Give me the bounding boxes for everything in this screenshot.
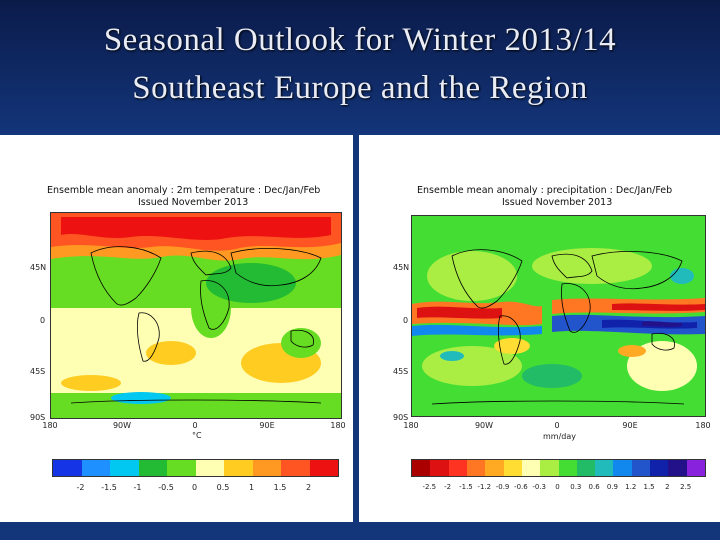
temp-lon-label-180e: 180 [330,421,346,430]
precip-lon-label-0: 0 [554,421,560,430]
precipitation-colorbar-label: -2 [444,483,452,491]
temperature-colorbar-swatch [81,460,110,476]
precipitation-colorbar-label: -2.5 [422,483,437,491]
precipitation-colorbar-swatch [686,460,705,476]
temp-lon-label-180w: 180 [42,421,58,430]
temperature-colorbar-label: -1.5 [101,483,117,492]
precip-lon-label-90e: 90E [622,421,638,430]
precipitation-colorbar-label: -0.9 [495,483,510,491]
temperature-colorbar-swatch [195,460,224,476]
precipitation-colorbar-label: -1.2 [477,483,492,491]
precip-lat-label-45n: 45N [393,263,410,272]
temperature-colorbar-label: 2 [305,483,312,492]
precip-unit-label: mm/day [543,432,576,441]
precipitation-map-title: Ensemble mean anomaly : precipitation : … [417,185,673,196]
precipitation-colorbar-swatch [485,460,504,476]
precipitation-panel: Ensemble mean anomaly : precipitation : … [359,135,720,522]
precipitation-colorbar-label: 0.3 [570,483,582,491]
temperature-panel: Ensemble mean anomaly : 2m temperature :… [0,135,353,522]
temp-lon-label-90w: 90W [112,421,132,430]
precipitation-anomaly-map [411,215,706,417]
temperature-colorbar-swatch [224,460,253,476]
precipitation-colorbar-swatch [521,460,541,476]
precip-lat-label-0: 0 [403,316,409,325]
temp-unit-label: °C [192,431,202,440]
temp-lat-label-45s: 45S [30,367,46,376]
precip-lat-label-45s: 45S [393,367,409,376]
temperature-map-graphic [51,213,341,418]
precipitation-colorbar-label: -1.5 [459,483,473,491]
temperature-colorbar-label: 0 [191,483,198,492]
temp-lat-label-90s: 90S [30,413,46,422]
temperature-colorbar-label: 1.5 [273,483,287,492]
precipitation-colorbar-swatch [412,460,431,476]
precipitation-colorbar-swatch [503,460,522,476]
slide-title-line2: Southeast Europe and the Region [132,70,588,106]
precipitation-colorbar-label: 0 [555,483,560,491]
temperature-colorbar-label: 1 [248,483,255,492]
precipitation-colorbar-swatch [595,460,614,476]
precipitation-colorbar-label: 2 [665,483,670,491]
slide-title-line1: Seasonal Outlook for Winter 2013/14 [103,22,617,58]
temp-lon-label-0: 0 [192,421,198,430]
precipitation-colorbar-label: -0.6 [514,483,528,491]
temperature-colorbar-swatch [281,460,310,476]
temperature-colorbar [52,459,339,477]
precipitation-map-graphic [412,216,705,416]
precipitation-colorbar-swatch [466,460,486,476]
temperature-map-title: Ensemble mean anomaly : 2m temperature :… [47,185,321,196]
precipitation-colorbar-label: 0.9 [606,483,619,491]
precipitation-colorbar-swatch [540,460,559,476]
precipitation-colorbar-swatch [613,460,632,476]
temperature-colorbar-label: 0.5 [216,483,230,492]
precipitation-colorbar-label: 0.6 [588,483,600,491]
temperature-colorbar-swatch [110,460,139,476]
temperature-colorbar-swatch [252,460,281,476]
precipitation-colorbar-swatch [430,460,449,476]
precip-lon-label-180e: 180 [695,421,711,430]
temperature-map-issued: Issued November 2013 [138,197,249,208]
precip-lon-label-180w: 180 [403,421,419,430]
temperature-colorbar-swatch [138,460,167,476]
precipitation-colorbar-swatch [668,460,687,476]
precip-lon-label-90w: 90W [474,421,494,430]
precip-lat-label-90s: 90S [393,413,409,422]
precipitation-colorbar [411,459,706,477]
temp-lat-label-45n: 45N [30,263,47,272]
precipitation-colorbar-swatch [631,460,651,476]
precipitation-colorbar-label: 1.2 [625,483,637,491]
precipitation-colorbar-swatch [448,460,467,476]
slide-header: Seasonal Outlook for Winter 2013/14 Sout… [0,0,720,135]
temperature-colorbar-labels: -2 -1.5 -1 -0.5 0 0.5 1 1.5 2 [52,483,337,495]
temperature-colorbar-label: -0.5 [158,483,174,492]
precipitation-colorbar-label: -0.3 [532,483,547,491]
precipitation-colorbar-label: 1.5 [643,483,655,491]
temperature-colorbar-label: -1 [133,483,142,492]
temperature-anomaly-map [50,212,342,419]
temperature-colorbar-label: -2 [76,483,85,492]
temperature-colorbar-swatch [167,460,196,476]
temp-lon-label-90e: 90E [259,421,275,430]
temp-lat-label-0: 0 [40,316,46,325]
panel-divider [353,135,359,540]
precipitation-colorbar-swatch [650,460,669,476]
precipitation-colorbar-swatch [558,460,577,476]
precipitation-colorbar-label: 2.5 [680,483,692,491]
slide-footer-band [0,522,720,540]
precipitation-colorbar-swatch [576,460,596,476]
temperature-colorbar-swatch [309,460,338,476]
precipitation-colorbar-labels: -2.5 -2 -1.5 -1.2 -0.9 -0.6 -0.3 0 0.3 0.6 0.9 1.2 1… [411,483,704,495]
temperature-colorbar-swatch [53,460,82,476]
precipitation-map-issued: Issued November 2013 [502,197,613,208]
